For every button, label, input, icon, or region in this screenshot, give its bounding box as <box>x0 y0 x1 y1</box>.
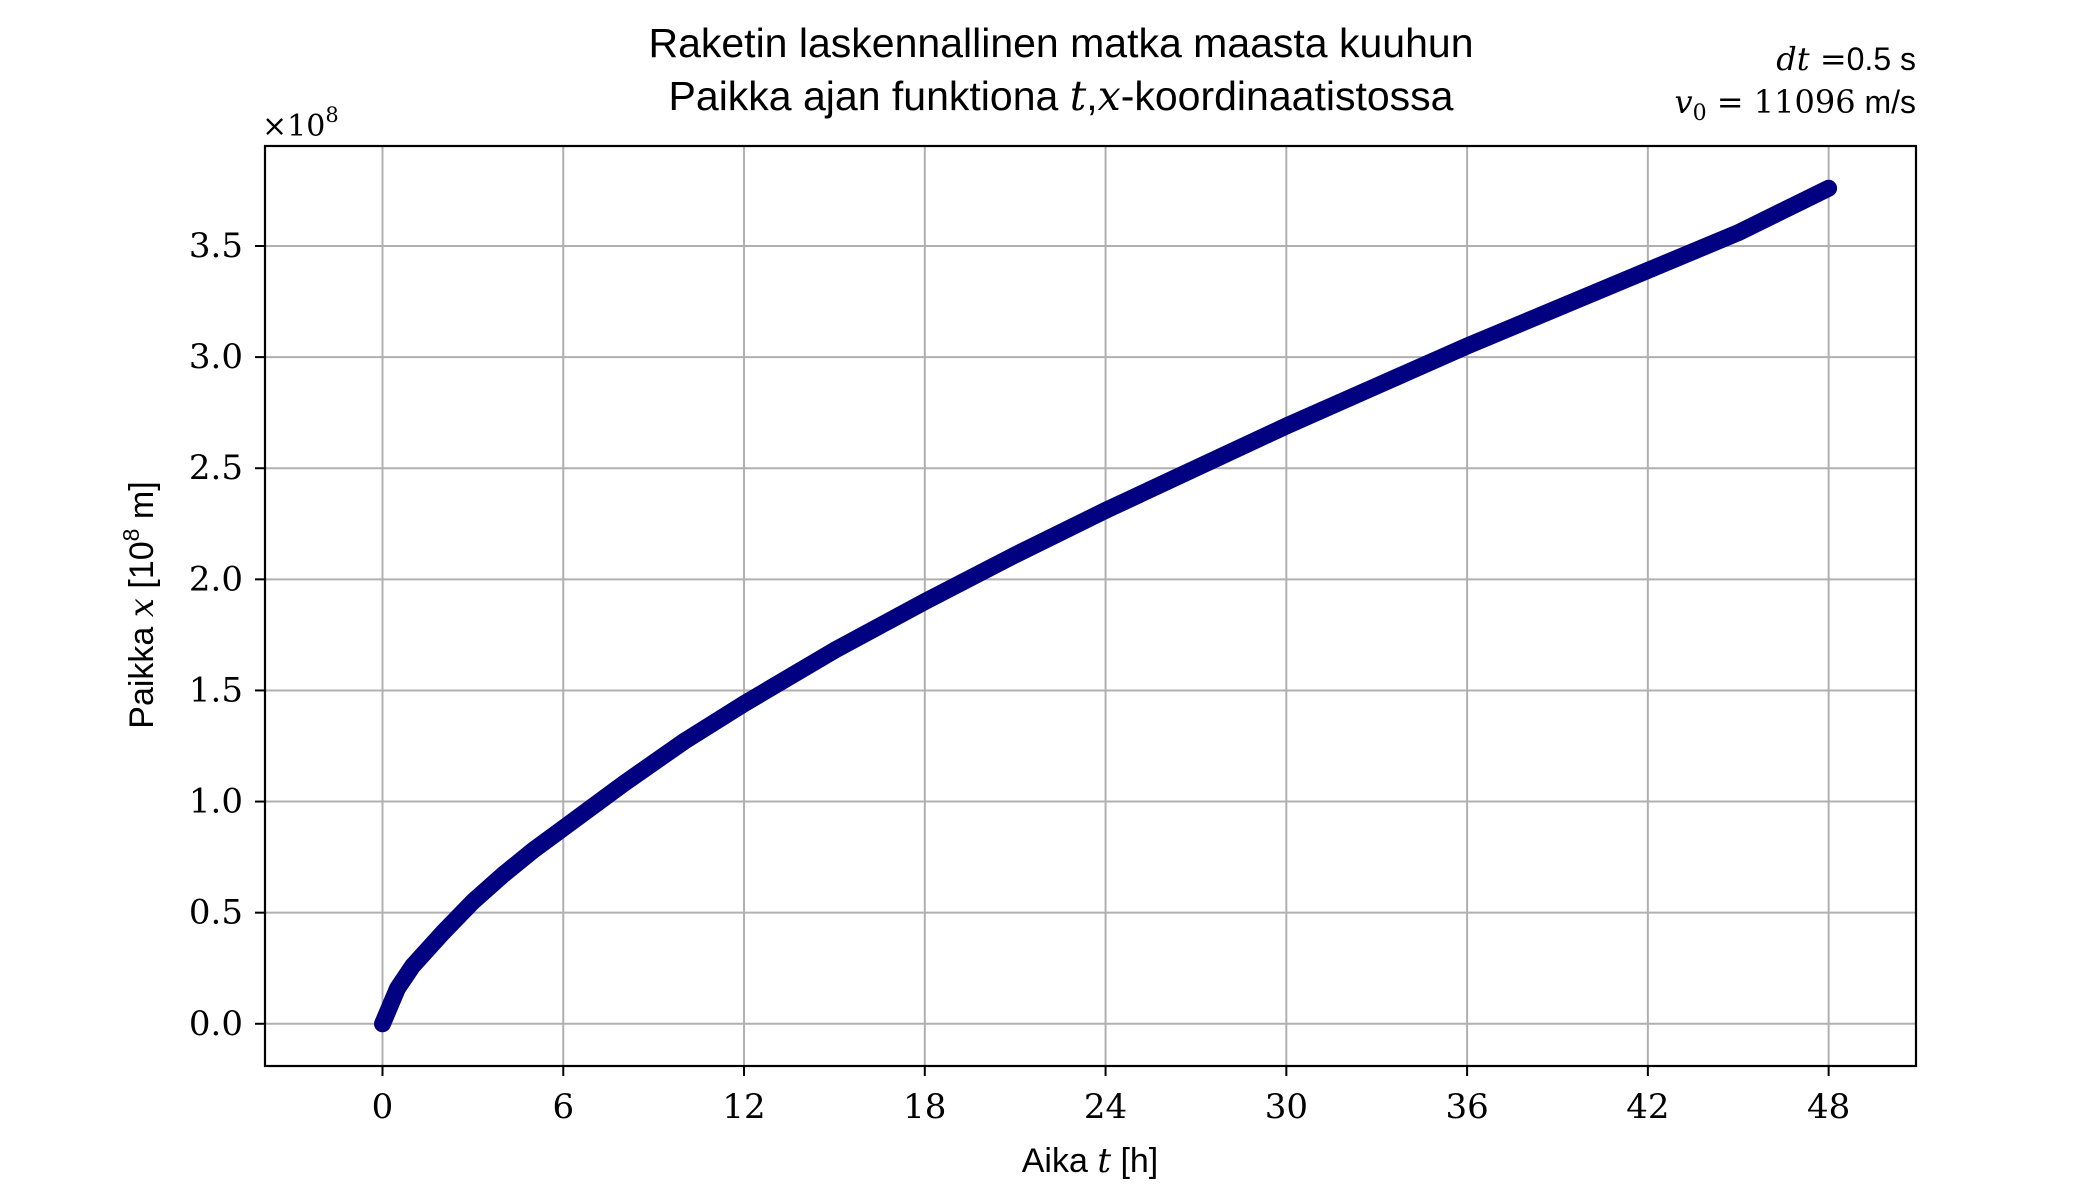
x-tick-label: 18 <box>903 1087 946 1127</box>
y-offset-text: ×108 <box>262 103 339 144</box>
data-series <box>374 179 1838 1033</box>
y-tick-label: 2.5 <box>189 448 243 488</box>
y-tick-label: 3.5 <box>189 226 243 266</box>
v0-annotation: v0 = 11096 m/s <box>1675 83 1916 126</box>
x-tick-label: 12 <box>722 1087 765 1127</box>
chart-title: Raketin laskennallinen matka maasta kuuh… <box>648 20 1473 66</box>
x-tick-label: 6 <box>552 1087 574 1127</box>
y-axis-label: Paikka x [108 m] <box>118 481 162 728</box>
y-axis-ticks: 0.0 0.5 1.0 1.5 2.0 2.5 3.0 3.5 <box>189 226 265 1044</box>
y-tick-label: 2.0 <box>189 559 243 599</box>
x-axis-label: Aika t [h] <box>1022 1141 1159 1181</box>
y-tick-label: 1.0 <box>189 782 243 822</box>
chart-subtitle: Paikka ajan funktiona t,x-koordinaatisto… <box>669 72 1454 120</box>
dt-annotation: dt =0.5 s <box>1776 40 1916 78</box>
x-tick-label: 24 <box>1084 1087 1127 1127</box>
x-axis-ticks: 0 6 12 18 24 30 36 42 48 <box>372 1066 1850 1127</box>
y-tick-label: 0.0 <box>189 1004 243 1044</box>
grid-lines <box>265 146 1916 1066</box>
y-tick-label: 0.5 <box>189 893 243 933</box>
x-tick-label: 30 <box>1265 1087 1308 1127</box>
y-tick-label: 1.5 <box>189 670 243 710</box>
x-tick-label: 42 <box>1626 1087 1669 1127</box>
x-tick-label: 48 <box>1807 1087 1850 1127</box>
y-tick-label: 3.0 <box>189 337 243 377</box>
plot-frame <box>263 144 1918 1068</box>
x-tick-label: 36 <box>1445 1087 1488 1127</box>
x-tick-label: 0 <box>372 1087 394 1127</box>
series-line <box>374 179 1838 1033</box>
